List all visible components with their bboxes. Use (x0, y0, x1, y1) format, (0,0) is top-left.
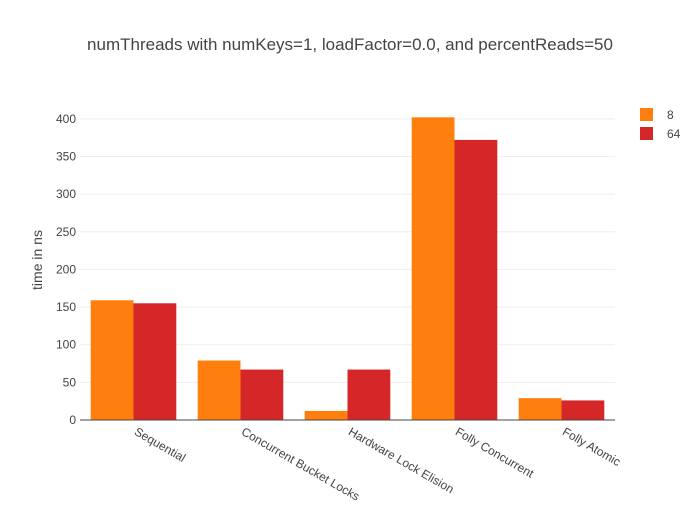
bar-8-1 (197, 360, 241, 420)
x-tick-label: Concurrent Bucket Locks (239, 424, 362, 500)
bars (90, 117, 605, 420)
y-tick-label: 50 (63, 375, 77, 389)
y-axis-title: time in ns (29, 230, 45, 290)
bar-8-3 (411, 117, 455, 420)
legend-label: 64 (667, 127, 681, 141)
bar-64-4 (561, 400, 605, 420)
bar-8-0 (90, 300, 134, 420)
x-tick-label: Folly Concurrent (453, 424, 537, 480)
x-tick-label: Sequential (132, 424, 188, 464)
y-tick-label: 300 (56, 187, 76, 201)
x-tick-label: Hardware Lock Elision (346, 424, 456, 496)
legend-swatch (640, 108, 653, 121)
y-tick-label: 150 (56, 300, 76, 314)
bar-64-1 (240, 369, 284, 420)
bar-64-0 (133, 303, 177, 420)
legend-swatch (640, 127, 653, 140)
bar-8-4 (518, 398, 562, 420)
chart-title: numThreads with numKeys=1, loadFactor=0.… (87, 35, 613, 54)
legend-label: 8 (667, 108, 674, 122)
y-tick-label: 400 (56, 112, 76, 126)
y-tick-label: 100 (56, 338, 76, 352)
y-tick-label: 0 (69, 413, 76, 427)
bar-8-2 (304, 410, 348, 420)
y-tick-label: 200 (56, 262, 76, 276)
y-tick-label: 350 (56, 149, 76, 163)
legend: 864 (640, 108, 681, 141)
x-tick-label: Folly Atomic (560, 424, 623, 468)
bar-64-2 (347, 369, 391, 420)
bar-64-3 (454, 139, 498, 420)
y-tick-label: 250 (56, 225, 76, 239)
